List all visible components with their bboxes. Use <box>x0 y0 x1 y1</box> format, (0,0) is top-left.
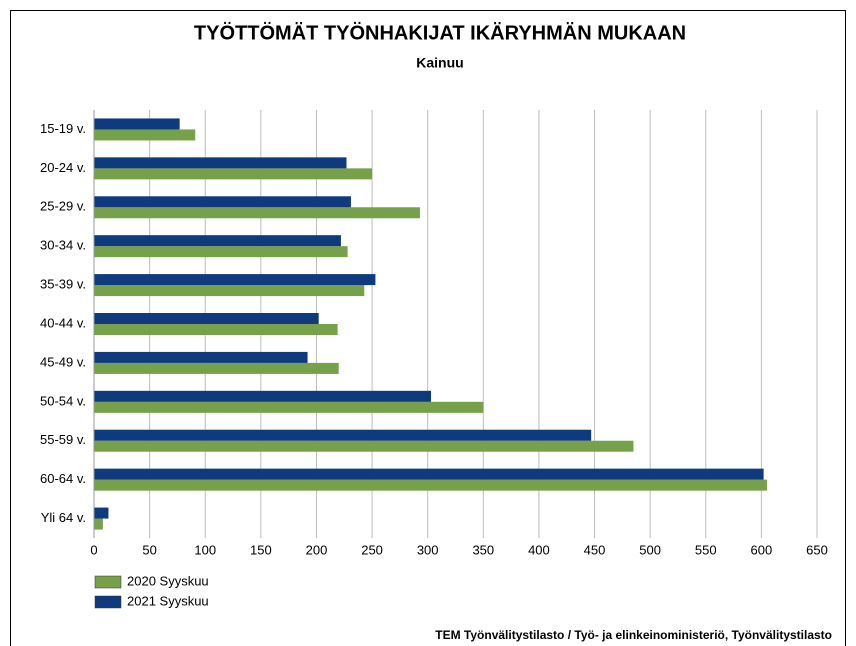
frame <box>10 10 846 646</box>
bar <box>94 129 196 141</box>
x-tick-label: 150 <box>250 542 272 557</box>
source: TEM Työnvälitystilasto / Työ- ja elinkei… <box>435 628 832 642</box>
y-tick-label: 15-19 v. <box>40 121 86 136</box>
bar <box>94 324 338 335</box>
legend-swatch <box>94 575 122 589</box>
bar <box>94 468 764 480</box>
bar <box>94 196 351 208</box>
y-tick-label: 40-44 v. <box>40 315 86 330</box>
bar <box>94 351 308 363</box>
x-tick-label: 500 <box>639 542 661 557</box>
x-tick-label: 50 <box>142 542 156 557</box>
bar <box>94 118 180 130</box>
x-tick-label: 350 <box>472 542 494 557</box>
y-tick-label: 30-34 v. <box>40 238 86 253</box>
chart-subtitle: Kainuu <box>416 55 463 71</box>
legend-label: 2020 Syyskuu <box>127 573 209 588</box>
bar <box>94 507 109 519</box>
bar <box>94 313 319 324</box>
y-tick-label: 20-24 v. <box>40 160 86 175</box>
x-tick-label: 450 <box>584 542 606 557</box>
bar <box>94 235 341 247</box>
y-tick-label: 35-39 v. <box>40 277 86 292</box>
y-tick-label: Yli 64 v. <box>41 510 86 525</box>
bar <box>94 429 592 441</box>
legend-label: 2021 Syyskuu <box>127 593 209 608</box>
legend-swatch <box>94 595 122 609</box>
bar <box>94 285 365 297</box>
bar <box>94 518 103 530</box>
y-tick-label: 25-29 v. <box>40 199 86 214</box>
y-tick-label: 45-49 v. <box>40 354 86 369</box>
x-tick-label: 200 <box>306 542 328 557</box>
chart-title: TYÖTTÖMÄT TYÖNHAKIJAT IKÄRYHMÄN MUKAAN <box>194 21 686 44</box>
bar <box>94 157 347 169</box>
bar <box>94 207 420 219</box>
bar <box>94 274 376 286</box>
x-tick-label: 550 <box>695 542 717 557</box>
x-tick-label: 400 <box>528 542 550 557</box>
y-tick-label: 60-64 v. <box>40 471 86 486</box>
x-tick-label: 600 <box>751 542 773 557</box>
x-tick-label: 250 <box>361 542 383 557</box>
bar <box>94 390 432 402</box>
y-tick-label: 55-59 v. <box>40 432 86 447</box>
bar <box>94 440 634 452</box>
bar <box>94 362 339 374</box>
x-tick-label: 300 <box>417 542 439 557</box>
x-tick-label: 0 <box>90 542 97 557</box>
bar <box>94 168 373 180</box>
x-tick-label: 650 <box>806 542 828 557</box>
bar <box>94 401 484 413</box>
bar <box>94 246 348 258</box>
bar <box>94 479 767 491</box>
y-tick-label: 50-54 v. <box>40 393 86 408</box>
x-tick-label: 100 <box>194 542 216 557</box>
